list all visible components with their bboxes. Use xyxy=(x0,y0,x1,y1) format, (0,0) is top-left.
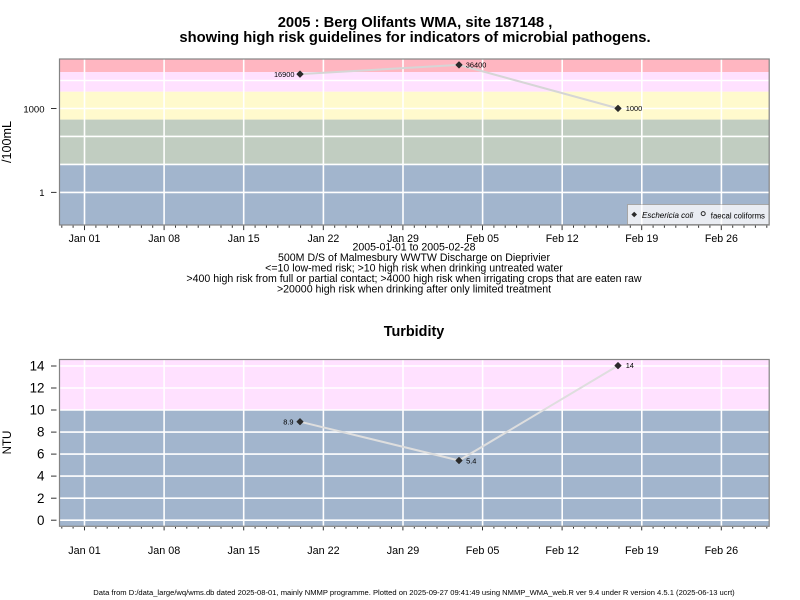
svg-text:2005 : Berg Olifants WMA, site: 2005 : Berg Olifants WMA, site 187148 , xyxy=(278,15,553,31)
svg-text:14: 14 xyxy=(626,361,634,370)
svg-text:2: 2 xyxy=(37,491,44,506)
svg-text:36400: 36400 xyxy=(466,61,487,70)
svg-text:Jan 08: Jan 08 xyxy=(148,545,180,557)
svg-text:10: 10 xyxy=(30,403,45,418)
svg-text:Feb 12: Feb 12 xyxy=(546,233,579,245)
svg-text:Feb 12: Feb 12 xyxy=(545,545,579,557)
svg-text:Data from D:/data_large/wq/wms: Data from D:/data_large/wq/wms.db dated … xyxy=(93,588,735,597)
svg-text:12: 12 xyxy=(30,381,45,396)
svg-text:1000: 1000 xyxy=(23,104,44,115)
svg-text:>20000 high risk when drinking: >20000 high risk when drinking after onl… xyxy=(277,284,551,296)
svg-text:/100mL: /100mL xyxy=(0,121,14,163)
svg-text:Feb 05: Feb 05 xyxy=(466,233,499,245)
svg-text:2005-01-01 to 2005-02-28: 2005-01-01 to 2005-02-28 xyxy=(352,241,475,253)
svg-text:4: 4 xyxy=(37,469,45,484)
svg-text:Eschericia coli: Eschericia coli xyxy=(642,211,693,220)
svg-text:6: 6 xyxy=(37,447,44,462)
svg-text:faecal coliforms: faecal coliforms xyxy=(711,211,765,220)
svg-text:<=10 low-med risk; >10 high ri: <=10 low-med risk; >10 high risk when dr… xyxy=(265,263,563,275)
svg-text:8: 8 xyxy=(37,425,44,440)
svg-text:>400 high risk from full or pa: >400 high risk from full or partial cont… xyxy=(186,273,642,285)
svg-text:16900: 16900 xyxy=(274,70,295,79)
svg-text:Jan 22: Jan 22 xyxy=(307,233,339,245)
svg-text:showing high risk guidelines f: showing high risk guidelines for indicat… xyxy=(179,30,650,46)
svg-text:Feb 26: Feb 26 xyxy=(705,545,739,557)
svg-text:Jan 01: Jan 01 xyxy=(69,233,101,245)
svg-text:Jan 29: Jan 29 xyxy=(387,545,419,557)
svg-text:Jan 15: Jan 15 xyxy=(228,233,260,245)
svg-text:Jan 08: Jan 08 xyxy=(148,233,180,245)
svg-text:5.4: 5.4 xyxy=(466,456,476,465)
svg-text:0: 0 xyxy=(37,513,44,528)
svg-text:500M D/S of Malmesbury WWTW Di: 500M D/S of Malmesbury WWTW Discharge on… xyxy=(278,252,550,264)
svg-text:8.9: 8.9 xyxy=(283,417,293,426)
svg-text:Turbidity: Turbidity xyxy=(384,324,445,340)
svg-text:NTU: NTU xyxy=(1,431,14,455)
svg-text:Jan 22: Jan 22 xyxy=(307,545,339,557)
svg-text:Feb 26: Feb 26 xyxy=(705,233,738,245)
svg-text:1: 1 xyxy=(39,188,44,199)
svg-text:Jan 01: Jan 01 xyxy=(68,545,100,557)
svg-text:Jan 15: Jan 15 xyxy=(227,545,259,557)
svg-text:Feb 19: Feb 19 xyxy=(625,233,658,245)
svg-text:Feb 05: Feb 05 xyxy=(466,545,500,557)
svg-text:Jan 29: Jan 29 xyxy=(387,233,419,245)
svg-text:14: 14 xyxy=(30,359,45,374)
svg-text:1000: 1000 xyxy=(626,104,642,113)
svg-text:Feb 19: Feb 19 xyxy=(625,545,659,557)
